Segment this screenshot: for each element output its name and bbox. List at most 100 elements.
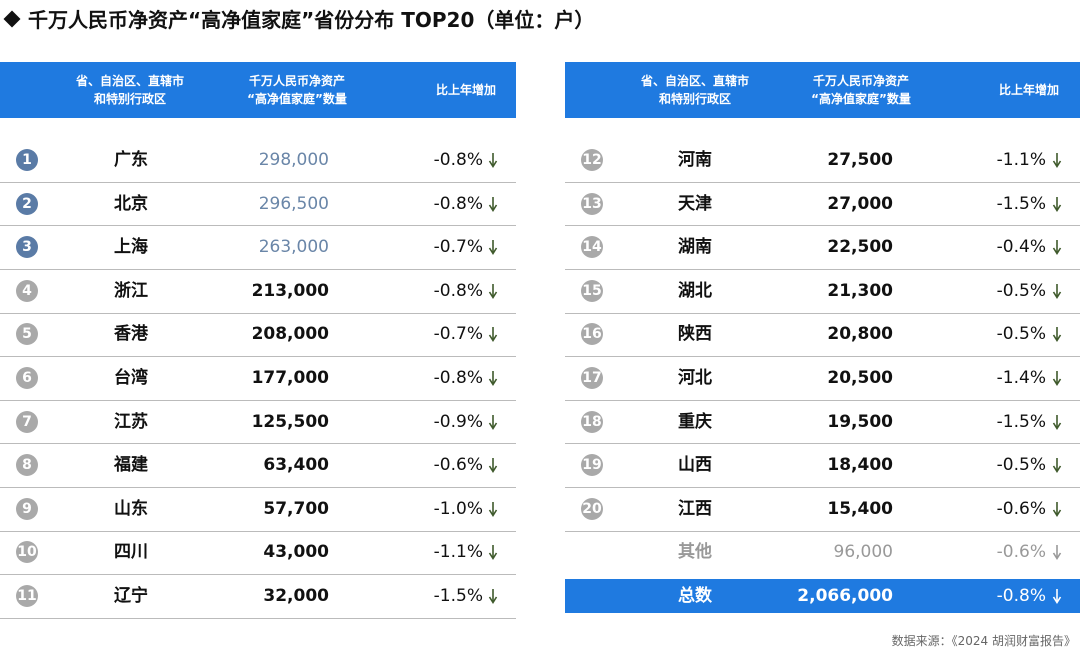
household-count: 27,500 bbox=[827, 150, 893, 170]
household-count: 2,066,000 bbox=[797, 586, 893, 606]
down-arrow bbox=[1052, 240, 1062, 256]
down-arrow bbox=[488, 196, 498, 212]
household-count: 96,000 bbox=[833, 542, 893, 563]
down-arrow bbox=[1052, 196, 1062, 212]
header-line: 和特别行政区 bbox=[93, 92, 167, 106]
region-name: 山西 bbox=[678, 455, 712, 476]
region-name: 江西 bbox=[678, 498, 712, 519]
rank-badge: 8 bbox=[16, 454, 38, 477]
region-name: 湖北 bbox=[678, 280, 712, 301]
household-count: 15,400 bbox=[827, 498, 893, 519]
header-line: 比上年增加 bbox=[435, 83, 497, 97]
yoy-change: -0.4% bbox=[996, 237, 1046, 258]
row-separator bbox=[0, 399, 516, 401]
yoy-change: -0.6% bbox=[433, 455, 483, 476]
yoy-change: -1.0% bbox=[433, 498, 483, 519]
header-line: “高净值家庭”数量 bbox=[811, 92, 911, 106]
down-arrow bbox=[1052, 458, 1062, 474]
region-name: 重庆 bbox=[678, 411, 712, 432]
header-cell: 省、自治区、直辖市 和特别行政区 bbox=[641, 72, 749, 108]
down-arrow bbox=[488, 458, 498, 474]
region-name: 四川 bbox=[114, 542, 148, 563]
row-separator bbox=[0, 181, 516, 183]
household-count: 263,000 bbox=[258, 237, 329, 258]
region-name: 湖南 bbox=[678, 237, 712, 258]
row-separator bbox=[565, 225, 1080, 227]
row-separator bbox=[565, 399, 1080, 401]
down-arrow bbox=[1052, 283, 1062, 299]
household-count: 63,400 bbox=[263, 455, 329, 476]
yoy-change: -0.8% bbox=[996, 586, 1046, 606]
header-line: 比上年增加 bbox=[998, 83, 1060, 97]
household-count: 32,000 bbox=[263, 586, 329, 606]
rank-badge: 2 bbox=[16, 192, 38, 215]
row-separator bbox=[565, 269, 1080, 270]
source-note: 数据来源：《2024 胡润财富报告》 bbox=[891, 634, 1076, 648]
down-arrow bbox=[488, 589, 498, 604]
region-name: 山东 bbox=[114, 498, 148, 519]
rank-badge: 20 bbox=[581, 497, 603, 520]
rank-badge: 1 bbox=[16, 149, 38, 171]
yoy-change: -0.6% bbox=[996, 542, 1046, 563]
yoy-change: -1.1% bbox=[996, 150, 1046, 170]
total-row-bg bbox=[565, 579, 1080, 613]
header-cell: 比上年增加 bbox=[999, 81, 1059, 99]
row-separator bbox=[565, 443, 1080, 445]
household-count: 296,500 bbox=[258, 193, 329, 214]
down-arrow bbox=[1052, 371, 1062, 386]
yoy-change: -0.9% bbox=[433, 411, 483, 432]
yoy-change: -0.5% bbox=[996, 324, 1046, 345]
household-count: 298,000 bbox=[258, 150, 329, 170]
row-separator bbox=[0, 269, 516, 270]
row-separator bbox=[565, 181, 1080, 183]
header-line: 千万人民币净资产 bbox=[248, 74, 345, 88]
yoy-change: -1.1% bbox=[433, 542, 483, 563]
row-separator bbox=[0, 530, 516, 532]
region-name: 台湾 bbox=[114, 368, 148, 388]
row-separator bbox=[0, 574, 516, 576]
region-name: 其他 bbox=[678, 542, 712, 563]
region-name: 广东 bbox=[114, 150, 148, 170]
yoy-change: -0.5% bbox=[996, 455, 1046, 476]
down-arrow bbox=[488, 414, 498, 430]
region-name: 福建 bbox=[114, 455, 148, 476]
region-name: 陕西 bbox=[678, 324, 712, 345]
table-header bbox=[0, 62, 516, 118]
row-separator bbox=[0, 443, 516, 445]
down-arrow bbox=[1052, 153, 1062, 168]
down-arrow bbox=[1052, 327, 1062, 343]
rank-badge: 4 bbox=[16, 279, 38, 302]
row-separator bbox=[0, 487, 516, 488]
yoy-change: -0.6% bbox=[996, 498, 1046, 519]
rank-badge: 10 bbox=[16, 541, 38, 564]
rank-badge: 5 bbox=[16, 323, 38, 346]
region-name: 浙江 bbox=[114, 280, 148, 301]
region-name: 辽宁 bbox=[114, 586, 148, 606]
yoy-change: -0.8% bbox=[433, 368, 483, 388]
rank-badge: 15 bbox=[581, 279, 603, 302]
yoy-change: -0.8% bbox=[433, 193, 483, 214]
header-cell: 千万人民币净资产 “高净值家庭”数量 bbox=[247, 72, 347, 108]
header-cell: 千万人民币净资产 “高净值家庭”数量 bbox=[811, 72, 911, 108]
rank-badge: 9 bbox=[16, 497, 38, 520]
household-count: 177,000 bbox=[251, 368, 329, 388]
down-arrow bbox=[488, 371, 498, 386]
rank-badge: 17 bbox=[581, 367, 603, 389]
rank-badge: 16 bbox=[581, 323, 603, 346]
row-separator bbox=[565, 530, 1080, 532]
yoy-change: -0.8% bbox=[433, 150, 483, 170]
header-line: “高净值家庭”数量 bbox=[247, 92, 347, 106]
header-cell: 比上年增加 bbox=[436, 81, 496, 99]
header-line: 和特别行政区 bbox=[658, 92, 732, 106]
region-name: 上海 bbox=[114, 237, 148, 258]
household-count: 213,000 bbox=[251, 280, 329, 301]
row-separator bbox=[565, 312, 1080, 314]
down-arrow bbox=[1052, 545, 1062, 561]
yoy-change: -1.5% bbox=[996, 411, 1046, 432]
down-arrow bbox=[1052, 589, 1062, 604]
household-count: 19,500 bbox=[827, 411, 893, 432]
yoy-change: -1.5% bbox=[996, 193, 1046, 214]
header-line: 省、自治区、直辖市 bbox=[640, 74, 750, 88]
rank-badge: 18 bbox=[581, 410, 603, 433]
